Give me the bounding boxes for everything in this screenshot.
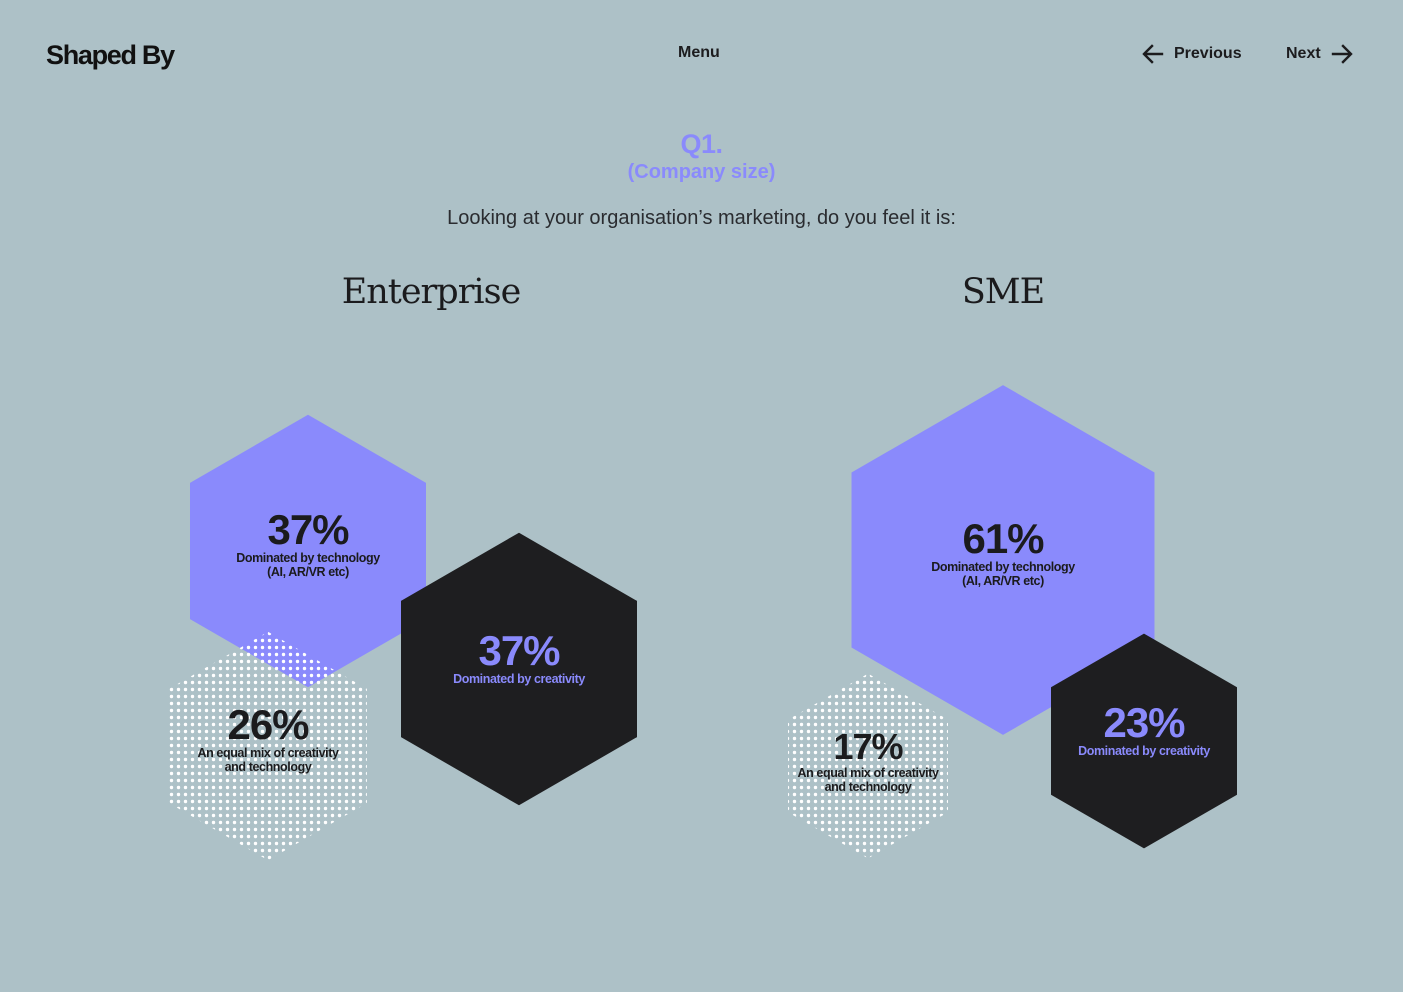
sme-creativity-caption: Dominated by creativity xyxy=(1078,744,1210,758)
enterprise-mix-caption: An equal mix of creativity xyxy=(197,746,338,760)
brand-logo[interactable]: Shaped By xyxy=(46,40,175,70)
enterprise-mix-value: 26% xyxy=(227,701,309,748)
enterprise-mix-caption: and technology xyxy=(225,760,312,774)
arrow-left-icon xyxy=(1142,44,1164,64)
enterprise-title: Enterprise xyxy=(341,272,522,312)
top-navigation: Shaped By Menu Previous Next xyxy=(0,0,1403,110)
enterprise-technology-caption: (AI, AR/VR etc) xyxy=(267,565,349,579)
next-label: Next xyxy=(1286,45,1321,62)
sme-creativity-hexagon xyxy=(1051,633,1237,849)
arrow-right-icon xyxy=(1331,44,1353,64)
question-number: Q1. xyxy=(680,129,723,159)
next-button[interactable]: Next xyxy=(1286,44,1353,64)
sme-technology-caption: (AI, AR/VR etc) xyxy=(962,574,1044,588)
sme-technology-caption: Dominated by technology xyxy=(931,560,1075,574)
sme-mix-value: 17% xyxy=(833,726,903,767)
sme-technology-hexagon xyxy=(851,385,1155,735)
enterprise-creativity-value: 37% xyxy=(478,627,560,674)
sme-creativity-value: 23% xyxy=(1103,699,1185,746)
enterprise-group: 37%Dominated by technology(AI, AR/VR etc… xyxy=(169,414,637,861)
question-text: Looking at your organisation’s marketing… xyxy=(447,207,956,229)
enterprise-creativity-hexagon xyxy=(401,532,637,806)
sme-mix-hexagon xyxy=(788,673,948,859)
sme-group: 61%Dominated by technology(AI, AR/VR etc… xyxy=(788,385,1237,859)
previous-label: Previous xyxy=(1174,45,1242,62)
enterprise-mix-hexagon xyxy=(169,631,367,861)
enterprise-creativity-caption: Dominated by creativity xyxy=(453,672,585,686)
enterprise-technology-caption: Dominated by technology xyxy=(236,551,380,565)
enterprise-technology-value: 37% xyxy=(267,506,349,553)
sme-title: SME xyxy=(961,272,1045,312)
previous-button[interactable]: Previous xyxy=(1142,44,1242,64)
enterprise-technology-hexagon xyxy=(190,414,426,688)
sme-mix-caption: and technology xyxy=(825,780,912,794)
menu-button[interactable]: Menu xyxy=(678,44,720,61)
sme-technology-value: 61% xyxy=(962,515,1044,562)
sme-mix-caption: An equal mix of creativity xyxy=(797,766,938,780)
question-subtitle: (Company size) xyxy=(627,161,776,183)
